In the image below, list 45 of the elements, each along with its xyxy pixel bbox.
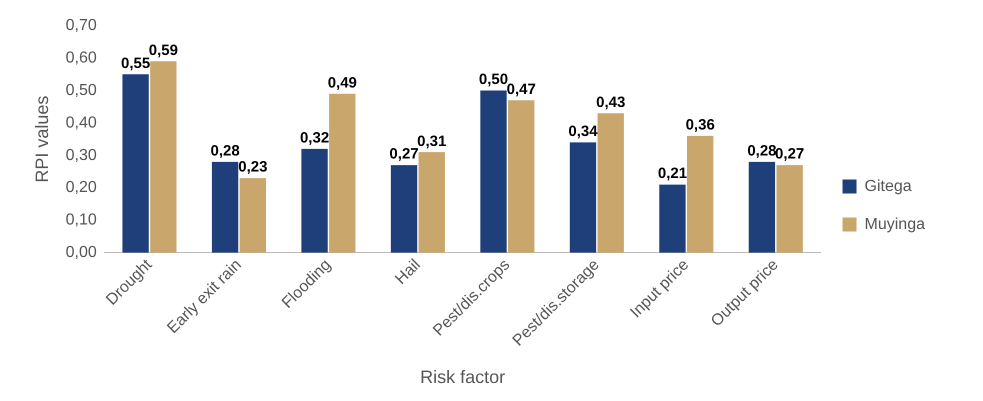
y-tick-label: 0,30	[66, 146, 97, 164]
data-label: 0,55	[121, 54, 150, 72]
bar	[301, 148, 328, 253]
data-label: 0,31	[417, 132, 446, 150]
bar	[508, 100, 534, 253]
data-label: 0,59	[148, 42, 178, 59]
bar	[776, 165, 803, 253]
y-tick-label: 0,50	[66, 82, 97, 99]
bar	[122, 74, 149, 253]
bar	[418, 152, 445, 253]
data-label: 0,34	[568, 123, 598, 140]
y-tick-label: 0,00	[66, 244, 97, 262]
data-label: 0,43	[596, 94, 626, 111]
bar	[390, 165, 418, 253]
bar	[329, 94, 356, 253]
data-label: 0,23	[238, 158, 268, 176]
x-axis-title: Risk factor	[420, 367, 506, 388]
y-tick-label: 0,20	[66, 179, 97, 196]
bar	[212, 162, 238, 253]
x-tick-label: Hail	[392, 256, 424, 288]
legend-label: Muyinga	[864, 216, 926, 233]
data-label: 0,50	[478, 71, 508, 88]
y-tick-label: 0,60	[66, 49, 97, 66]
data-label: 0,32	[300, 130, 330, 147]
bar	[570, 142, 596, 253]
y-tick-label: 0,10	[66, 212, 97, 229]
y-axis-title: RPI values	[32, 96, 52, 183]
data-label: 0,49	[328, 74, 357, 92]
bar	[748, 162, 776, 253]
bar	[598, 113, 624, 253]
bar	[150, 61, 177, 253]
data-label: 0,27	[775, 146, 804, 163]
bar	[480, 90, 507, 253]
data-label: 0,21	[658, 165, 688, 182]
data-label: 0,36	[686, 116, 715, 134]
data-label: 0,27	[389, 146, 419, 163]
data-label: 0,47	[506, 80, 536, 98]
data-label: 0,28	[210, 142, 240, 160]
y-tick-label: 0,70	[66, 17, 97, 34]
y-tick-label: 0,40	[66, 114, 97, 132]
legend-label: Gitega	[864, 178, 912, 195]
data-label: 0,28	[747, 142, 777, 160]
bar	[240, 178, 266, 253]
bar	[687, 136, 714, 253]
bar	[659, 184, 686, 253]
